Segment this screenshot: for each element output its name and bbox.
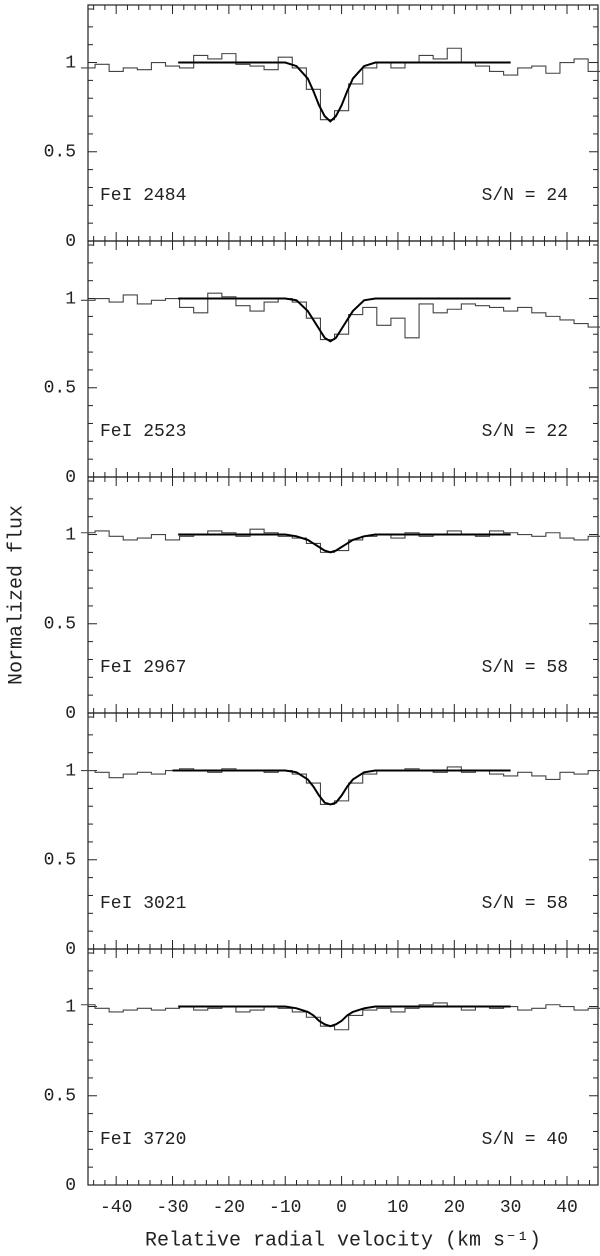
x-tick-label: -40: [100, 1198, 132, 1218]
snr-label: S/N = 24: [482, 186, 568, 206]
spectrum: [80, 528, 600, 553]
y-tick-label: 0: [65, 232, 76, 252]
fit-line: [178, 297, 511, 343]
fit-line: [172, 769, 511, 806]
y-tick-label: 0.5: [44, 615, 76, 635]
y-axis-label: Normalized flux: [5, 505, 28, 685]
y-tick-label: 1: [65, 525, 76, 545]
spectrum: [80, 47, 600, 121]
snr-label: S/N = 22: [482, 422, 568, 442]
fit-line: [178, 61, 511, 123]
spectrum: [80, 1002, 600, 1031]
y-tick-label: 0.5: [44, 379, 76, 399]
fit-line: [178, 1005, 511, 1028]
y-tick-label: 1: [65, 997, 76, 1017]
line-label: FeI 3021: [100, 894, 186, 914]
y-tick-label: 0.5: [44, 1087, 76, 1107]
line-label: FeI 2523: [100, 422, 186, 442]
y-tick-label: 0: [65, 940, 76, 960]
y-tick-label: 0: [65, 704, 76, 724]
spectrum: [80, 766, 600, 805]
y-tick-label: 1: [65, 761, 76, 781]
x-tick-label: 10: [387, 1198, 409, 1218]
snr-label: S/N = 40: [482, 1130, 568, 1150]
fit-line: [178, 533, 511, 554]
x-tick-label: 20: [443, 1198, 465, 1218]
x-tick-label: 30: [500, 1198, 522, 1218]
y-tick-label: 0.5: [44, 851, 76, 871]
y-tick-label: 1: [65, 53, 76, 73]
y-tick-label: 0: [65, 468, 76, 488]
x-tick-label: -30: [156, 1198, 188, 1218]
x-tick-label: -20: [213, 1198, 245, 1218]
panel-frame: [87, 948, 599, 1186]
y-tick-label: 1: [65, 289, 76, 309]
line-label: FeI 3720: [100, 1130, 186, 1150]
y-tick-label: 0.5: [44, 143, 76, 163]
x-tick-label: 40: [556, 1198, 578, 1218]
spectrum: [80, 292, 600, 341]
y-tick-label: 0: [65, 1176, 76, 1196]
x-axis-label: Relative radial velocity (km s⁻¹): [145, 1229, 541, 1252]
x-tick-label: 0: [336, 1198, 347, 1218]
snr-label: S/N = 58: [482, 658, 568, 678]
line-label: FeI 2967: [100, 658, 186, 678]
x-tick-label: -10: [269, 1198, 301, 1218]
snr-label: S/N = 58: [482, 894, 568, 914]
line-label: FeI 2484: [100, 186, 186, 206]
